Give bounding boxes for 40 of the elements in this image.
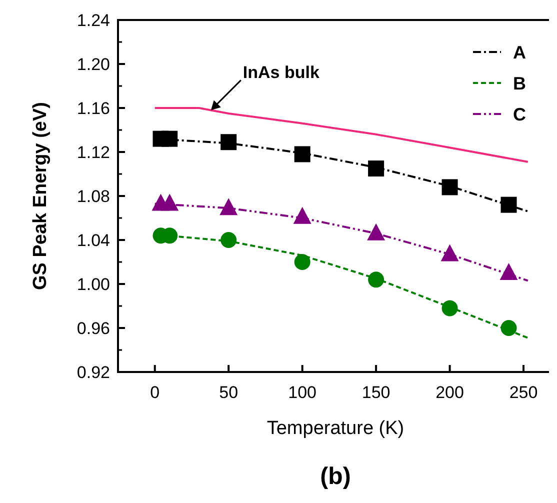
- point: [220, 232, 237, 248]
- y-axis-title: GS Peak Energy (eV): [30, 102, 51, 290]
- y-tick-label: 1.12: [76, 142, 110, 162]
- x-tick-label: 250: [509, 383, 538, 402]
- y-tick-label: 1.04: [76, 230, 110, 250]
- point: [368, 272, 384, 288]
- legend-label: A: [513, 42, 526, 62]
- y-tick-label: 0.92: [76, 362, 110, 382]
- x-axis-title: Temperature (K): [266, 418, 404, 439]
- point: [220, 198, 238, 216]
- text: (b): [320, 463, 351, 490]
- point: [367, 223, 386, 240]
- point: [442, 300, 458, 316]
- legend-label: B: [513, 73, 526, 94]
- annotation: InAs bulk: [242, 63, 320, 82]
- y-tick-label: 1.24: [76, 10, 110, 30]
- line-series: [154, 107, 529, 163]
- x-tick-label: 200: [436, 383, 464, 402]
- x-tick-label: 0: [150, 383, 160, 402]
- y-tick-label: 1.16: [76, 98, 110, 118]
- x-tick-label: 50: [219, 383, 238, 402]
- point: [294, 146, 310, 162]
- legend-label: C: [513, 104, 526, 124]
- y-tick-label: 0.96: [76, 318, 110, 338]
- point: [500, 320, 517, 336]
- point: [368, 160, 384, 176]
- point: [440, 244, 459, 262]
- point: [293, 206, 312, 224]
- point: [500, 263, 518, 280]
- x-tick-label: 150: [362, 383, 390, 402]
- point: [220, 134, 237, 150]
- point: [500, 196, 517, 213]
- y-tick-label: 1.20: [76, 54, 110, 74]
- point: [160, 194, 179, 211]
- x-tick-label: 100: [288, 383, 317, 402]
- y-tick-label: 1.00: [76, 274, 110, 294]
- point: [162, 130, 178, 147]
- point: [294, 254, 310, 270]
- point: [442, 179, 458, 196]
- y-tick-label: 1.08: [76, 186, 110, 206]
